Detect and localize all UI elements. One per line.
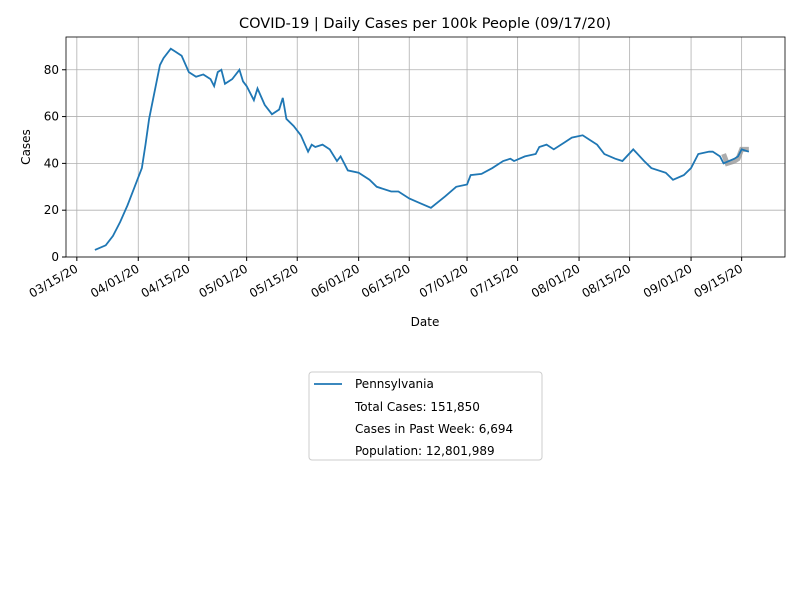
x-tick-label: 05/15/20 [247,261,301,300]
x-axis-label: Date [411,315,440,329]
legend-note: Population: 12,801,989 [355,444,495,458]
y-tick-label: 80 [44,63,59,77]
data-line [94,47,750,251]
x-tick-label: 06/15/20 [359,261,413,300]
y-tick-label: 40 [44,156,59,170]
x-tick-label: 07/01/20 [417,261,471,300]
y-tick-label: 60 [44,110,59,124]
x-tick-label: 04/15/20 [139,261,193,300]
legend-note: Cases in Past Week: 6,694 [355,422,513,436]
x-tick-label: 08/01/20 [529,261,583,300]
x-tick-label: 04/01/20 [88,261,142,300]
x-tick-label: 03/15/20 [27,261,81,300]
x-tick-label: 07/15/20 [467,261,521,300]
legend-label: Pennsylvania [355,377,434,391]
x-tick-label: 05/01/20 [196,261,250,300]
legend-note: Total Cases: 151,850 [354,400,480,414]
x-tick-label: 09/01/20 [641,261,695,300]
y-tick-label: 0 [51,250,59,264]
x-tick-label: 08/15/20 [579,261,633,300]
legend-box [308,371,543,461]
y-tick-label: 20 [44,203,59,217]
x-tick-label: 09/15/20 [691,261,745,300]
x-tick-label: 06/01/20 [308,261,362,300]
plot-frame [65,36,786,258]
y-axis-label: Cases [19,129,33,165]
chart-title: COVID-19 | Daily Cases per 100k People (… [239,16,611,32]
